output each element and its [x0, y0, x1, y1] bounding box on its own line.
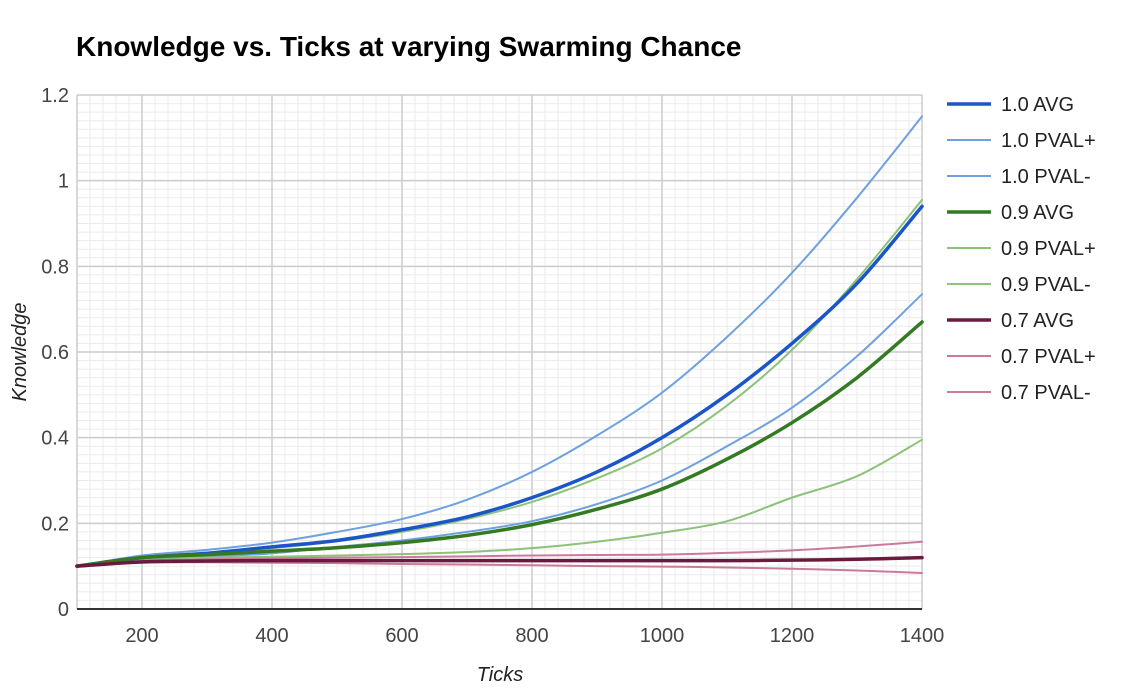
x-tick-label: 600 — [385, 625, 418, 647]
series-lines — [75, 115, 924, 575]
x-tick-label: 1400 — [900, 625, 945, 647]
y-axis-label: Knowledge — [9, 303, 31, 402]
y-tick-label: 0.2 — [41, 513, 69, 535]
x-axis-ticks: 200 400 600 800 1000 1200 1400 — [125, 625, 944, 647]
y-tick-label: 1 — [58, 171, 69, 193]
series-line-07-avg — [75, 555, 924, 568]
y-tick-label: 1.2 — [41, 85, 69, 107]
legend-item: 0.7 PVAL- — [947, 382, 1091, 404]
chart-title: Knowledge vs. Ticks at varying Swarming … — [76, 31, 741, 62]
series-line-10-pval-minus — [76, 293, 923, 568]
series-line-09-pval-minus — [76, 438, 923, 568]
y-tick-label: 0.4 — [41, 428, 69, 450]
legend-item: 0.9 PVAL+ — [947, 238, 1096, 260]
x-tick-label: 800 — [515, 625, 548, 647]
x-tick-label: 200 — [125, 625, 158, 647]
legend-item: 0.7 PVAL+ — [947, 346, 1096, 368]
legend-label: 0.9 AVG — [1001, 202, 1074, 224]
x-axis-label: Ticks — [477, 664, 523, 686]
legend-label: 1.0 PVAL+ — [1001, 130, 1096, 152]
y-tick-label: 0.6 — [41, 342, 69, 364]
legend-label: 0.7 PVAL+ — [1001, 346, 1096, 368]
x-tick-label: 400 — [255, 625, 288, 647]
y-tick-label: 0.8 — [41, 256, 69, 278]
major-gridlines — [76, 94, 923, 609]
series-line-10-pval-plus — [76, 115, 923, 568]
legend-item: 1.0 AVG — [947, 94, 1074, 116]
y-axis-ticks: 0 0.2 0.4 0.6 0.8 1 1.2 — [41, 85, 69, 621]
y-tick-label: 0 — [58, 599, 69, 621]
legend-item: 1.0 PVAL+ — [947, 130, 1096, 152]
legend-label: 0.9 PVAL- — [1001, 274, 1091, 296]
legend: 1.0 AVG 1.0 PVAL+ 1.0 PVAL- 0.9 AVG 0.9 PVAL… — [947, 94, 1096, 404]
legend-label: 0.7 PVAL- — [1001, 382, 1091, 404]
legend-label: 0.9 PVAL+ — [1001, 238, 1096, 260]
legend-item: 0.9 AVG — [947, 202, 1074, 224]
series-line-07-pval-plus — [76, 540, 923, 568]
legend-label: 1.0 PVAL- — [1001, 166, 1091, 188]
legend-label: 1.0 AVG — [1001, 94, 1074, 116]
x-tick-label: 1000 — [640, 625, 685, 647]
series-line-07-pval-minus — [76, 561, 923, 575]
legend-item: 0.9 PVAL- — [947, 274, 1091, 296]
legend-label: 0.7 AVG — [1001, 310, 1074, 332]
series-line-09-pval-plus — [76, 198, 923, 568]
legend-item: 0.7 AVG — [947, 310, 1074, 332]
legend-item: 1.0 PVAL- — [947, 166, 1091, 188]
series-line-09-avg — [75, 320, 924, 568]
x-tick-label: 1200 — [770, 625, 815, 647]
